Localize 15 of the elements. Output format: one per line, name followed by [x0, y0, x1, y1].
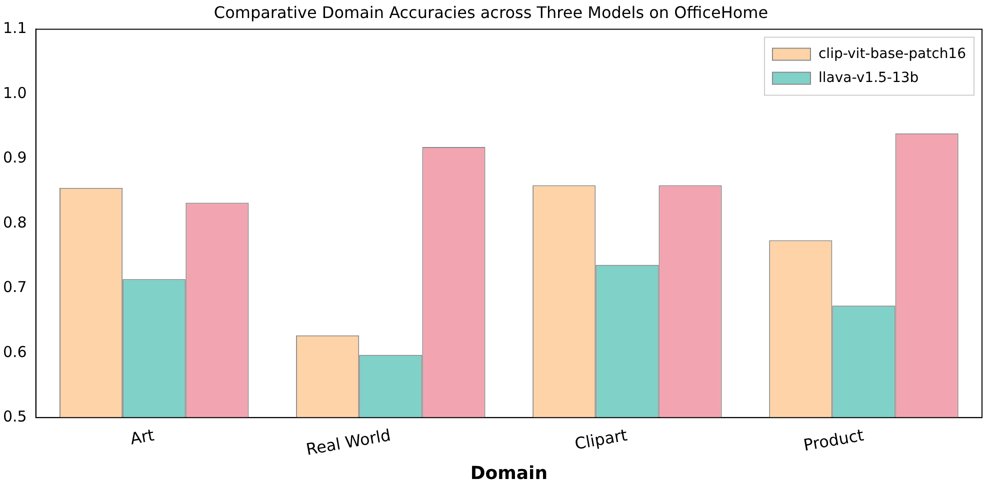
x-tick-label: Art [128, 425, 156, 448]
y-tick-label: 1.1 [2, 19, 27, 38]
y-tick-label: 0.6 [2, 342, 27, 361]
legend-label: clip-vit-base-patch16 [818, 46, 966, 62]
x-tick-label: Real World [304, 425, 392, 459]
y-tick-label: 0.9 [2, 148, 27, 167]
legend-label: llava-v1.5-13b [818, 70, 919, 86]
x-tick-label: Clipart [573, 425, 629, 454]
y-tick-label: 0.8 [2, 213, 27, 232]
y-tick-label: 1.0 [2, 84, 27, 102]
x-axis-title: Domain [470, 462, 548, 484]
y-tick-label: 0.7 [2, 278, 27, 296]
chart-title: Comparative Domain Accuracies across Three Models on OfficeHome [214, 2, 768, 22]
x-tick-label: Product [802, 425, 866, 455]
y-tick-label: 0.5 [2, 408, 27, 426]
